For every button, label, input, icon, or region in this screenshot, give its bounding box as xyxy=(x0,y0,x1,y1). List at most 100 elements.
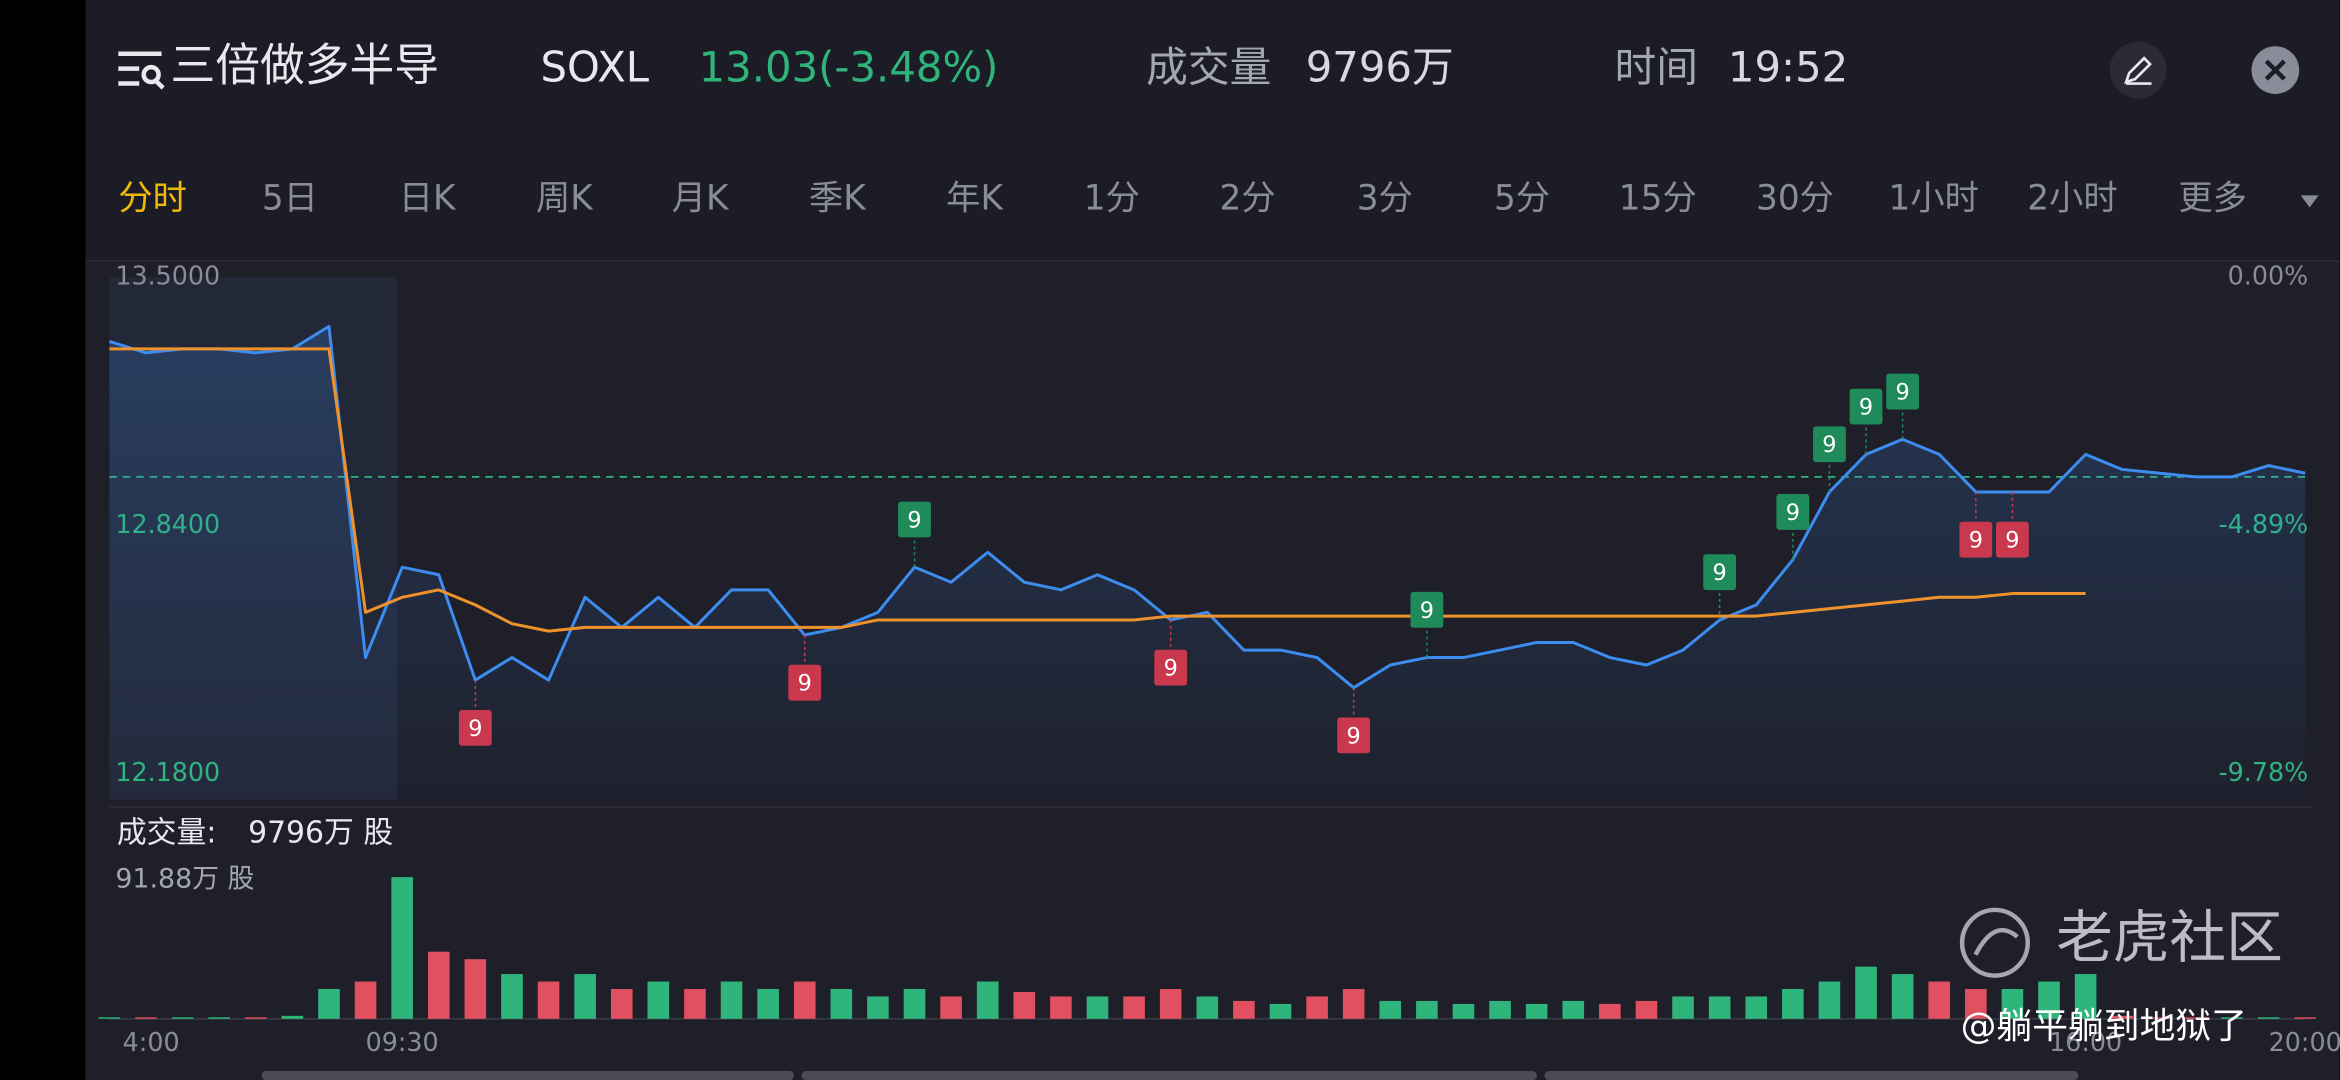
annotation-badge xyxy=(1959,521,1993,558)
annotation-label: 9 xyxy=(1896,380,1910,406)
volume-bar xyxy=(1928,981,1951,1019)
annotation-badge xyxy=(1886,373,1920,410)
volume-bar xyxy=(940,996,962,1019)
volume-label: 成交量 xyxy=(1146,43,1271,92)
close-button[interactable] xyxy=(2251,46,2300,94)
tab[interactable]: 15分 xyxy=(1619,178,1697,218)
volume-bar xyxy=(244,1017,267,1019)
tab[interactable]: 1小时 xyxy=(1889,178,1979,218)
tab[interactable]: 2分 xyxy=(1220,178,1276,218)
volume-bar xyxy=(2257,1017,2280,1019)
menu-icon[interactable] xyxy=(118,51,165,90)
volume-bar xyxy=(793,981,816,1019)
annotation-label: 9 xyxy=(468,716,482,742)
annotation-badge xyxy=(898,501,931,538)
tab[interactable]: 季K xyxy=(809,178,867,218)
volume-panel-label: 成交量: xyxy=(117,815,217,850)
volume-bar xyxy=(2221,1017,2243,1019)
volume-bar xyxy=(281,1015,304,1019)
annotation-label: 9 xyxy=(2005,528,2019,554)
annotation-label: 9 xyxy=(1786,500,1800,526)
annotation-badge xyxy=(1776,494,1810,530)
annotation-label: 9 xyxy=(798,671,812,697)
volume-bar xyxy=(830,989,853,1019)
volume-bar xyxy=(2074,974,2097,1019)
annotation-badge xyxy=(1337,717,1371,754)
volume-bar xyxy=(647,981,670,1019)
average-line xyxy=(109,347,2086,633)
scrollbar xyxy=(261,1071,2079,1080)
volume: 9796万 xyxy=(1306,43,1454,92)
volume-bar xyxy=(1050,996,1072,1019)
tab[interactable]: 2小时 xyxy=(2027,178,2117,218)
tab[interactable]: 周K xyxy=(536,178,594,218)
volume-bar xyxy=(1891,974,1914,1019)
volume-bar xyxy=(1818,981,1841,1019)
volume-bar xyxy=(537,981,560,1019)
tab[interactable]: 1分 xyxy=(1084,178,1140,218)
volume-bar xyxy=(208,1017,230,1019)
watermark-user: @躺平躺到地狱了 xyxy=(1961,1006,2247,1047)
volume-bar xyxy=(1855,966,1877,1019)
annotation-badge xyxy=(1849,388,1883,425)
dropdown-arrow[interactable] xyxy=(2300,195,2319,208)
tab[interactable]: 3分 xyxy=(1357,178,1413,218)
annotation-label: 9 xyxy=(1859,395,1873,421)
volume-bar xyxy=(684,989,706,1019)
annotation-badge xyxy=(1410,591,1444,628)
annotation-badge xyxy=(1154,649,1188,686)
volume-bar xyxy=(1599,1003,1621,1019)
time-label: 时间 xyxy=(1615,43,1699,92)
volume-bar xyxy=(757,989,779,1019)
volume-bar xyxy=(135,1017,157,1019)
annotation-label: 9 xyxy=(1713,560,1727,586)
volume-bar xyxy=(501,974,523,1019)
tab[interactable]: 更多 xyxy=(2178,178,2247,218)
x-tick-label: 09:30 xyxy=(366,1027,439,1057)
tab[interactable]: 年K xyxy=(946,178,1004,218)
volume-bar xyxy=(98,1017,121,1019)
volume-bar xyxy=(1013,991,1036,1019)
volume-bar xyxy=(1342,989,1365,1019)
annotation-label: 9 xyxy=(1164,656,1178,682)
volume-bar xyxy=(610,989,633,1019)
tab[interactable]: 30分 xyxy=(1756,178,1834,218)
volume-bar xyxy=(1086,996,1109,1019)
price-area xyxy=(109,326,2306,800)
volume-bar xyxy=(2001,989,2024,1019)
volume-bar xyxy=(171,1017,194,1019)
volume-bar xyxy=(1562,1000,1585,1019)
volume-bar xyxy=(427,951,450,1019)
x-tick-label: 4:00 xyxy=(123,1027,180,1057)
time: 19:52 xyxy=(1728,43,1848,92)
volume-bar xyxy=(1635,1000,1658,1019)
volume-bar xyxy=(720,981,743,1019)
volume-bar xyxy=(2111,1015,2134,1019)
volume-bar xyxy=(1196,996,1219,1019)
volume-bar xyxy=(1525,1003,1548,1019)
tab[interactable]: 月K xyxy=(672,178,730,218)
tab[interactable]: 分时 xyxy=(118,178,187,218)
volume-bar xyxy=(2294,1017,2316,1019)
volume-bar xyxy=(1708,996,1731,1019)
volume-bar xyxy=(1123,996,1145,1019)
tab[interactable]: 日K xyxy=(399,178,457,218)
edit-button[interactable] xyxy=(2109,41,2167,99)
annotation-label: 9 xyxy=(1420,598,1434,624)
volume-max-label: 91.88万 股 xyxy=(115,864,254,895)
top-bar xyxy=(85,0,2340,262)
x-tick-label: 16:00 xyxy=(2049,1027,2122,1057)
tab[interactable]: 5日 xyxy=(262,178,318,218)
volume-bar xyxy=(1416,1000,1438,1019)
volume-bar xyxy=(2148,1017,2170,1019)
watermark-brand: 老虎社区 xyxy=(2056,905,2283,971)
watermark: 老虎社区 @躺平躺到地狱了 xyxy=(1959,905,2283,1047)
annotation-label: 9 xyxy=(907,507,921,533)
volume-bar xyxy=(1489,1000,1511,1019)
symbol: SOXL xyxy=(540,43,649,92)
tab[interactable]: 5分 xyxy=(1494,178,1550,218)
volume-total: 9796万 股 xyxy=(248,815,393,850)
annotation-badge xyxy=(1703,554,1737,591)
